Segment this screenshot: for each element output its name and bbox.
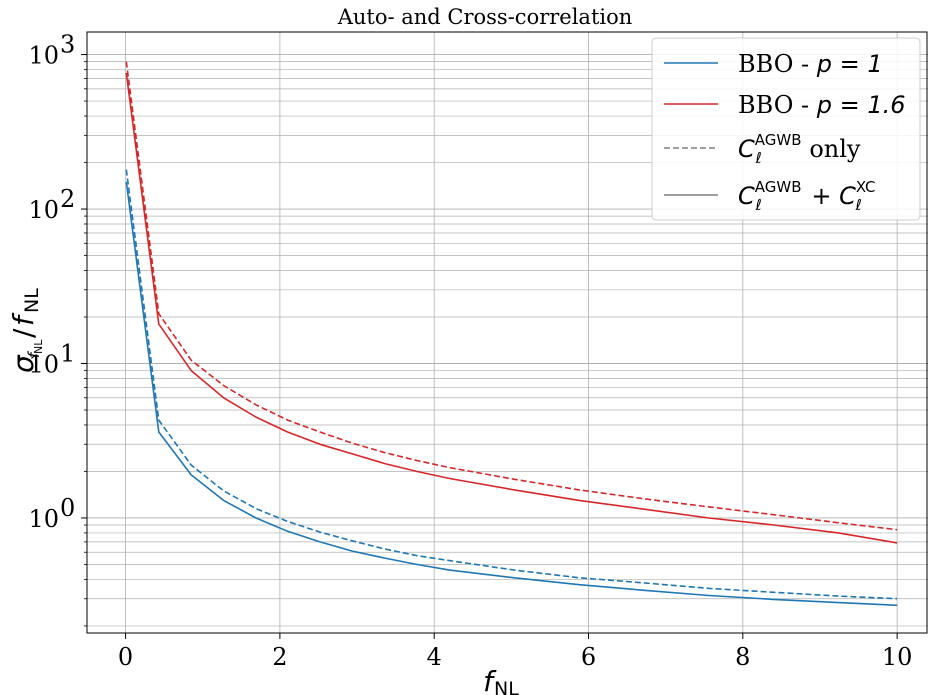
series-line-3 bbox=[125, 61, 898, 531]
series-line-2 bbox=[125, 72, 898, 544]
y-tick-exponent: 2 bbox=[60, 185, 75, 213]
x-tick-label: 6 bbox=[581, 643, 596, 671]
legend: BBO - p = 1 BBO - p = 1.6 CAGWB ℓ only CA… bbox=[651, 37, 921, 221]
chart-title: Auto- and Cross-correlation bbox=[337, 5, 633, 29]
y-tick-label: 10 bbox=[28, 351, 59, 379]
x-tick-label: 0 bbox=[118, 643, 133, 671]
svg-text:/: / bbox=[7, 328, 40, 338]
legend-label-bbo-p16: BBO - p = 1.6 bbox=[738, 91, 906, 119]
svg-text:σ: σ bbox=[7, 354, 40, 373]
plot-frame bbox=[86, 31, 928, 634]
legend-label-agwb-xc: CAGWB ℓ + CXC ℓ bbox=[738, 178, 876, 214]
y-tick-exponent: 0 bbox=[60, 494, 75, 522]
y-tick-exponent: 1 bbox=[60, 340, 75, 368]
svg-text:f: f bbox=[25, 350, 43, 358]
legend-label-bbo-p1: BBO - p = 1 bbox=[738, 50, 883, 78]
y-tick-label: 10 bbox=[28, 42, 59, 70]
y-tick-exponent: 3 bbox=[60, 31, 75, 59]
y-tick-label: 10 bbox=[28, 196, 59, 224]
legend-label-agwb-only: CAGWB ℓ only bbox=[738, 131, 861, 167]
series-lines bbox=[125, 61, 898, 607]
series-line-1 bbox=[125, 169, 898, 600]
x-tick-label: 4 bbox=[427, 643, 442, 671]
y-tick-label: 10 bbox=[28, 505, 59, 533]
x-tick-label: 2 bbox=[272, 643, 287, 671]
legend-box bbox=[651, 37, 921, 221]
series-line-0 bbox=[125, 181, 898, 607]
svg-text:NL: NL bbox=[32, 339, 45, 354]
svg-text:NL: NL bbox=[21, 288, 43, 313]
x-tick-label: 10 bbox=[882, 643, 913, 671]
svg-text:NL: NL bbox=[494, 678, 519, 695]
x-tick-label: 8 bbox=[735, 643, 750, 671]
